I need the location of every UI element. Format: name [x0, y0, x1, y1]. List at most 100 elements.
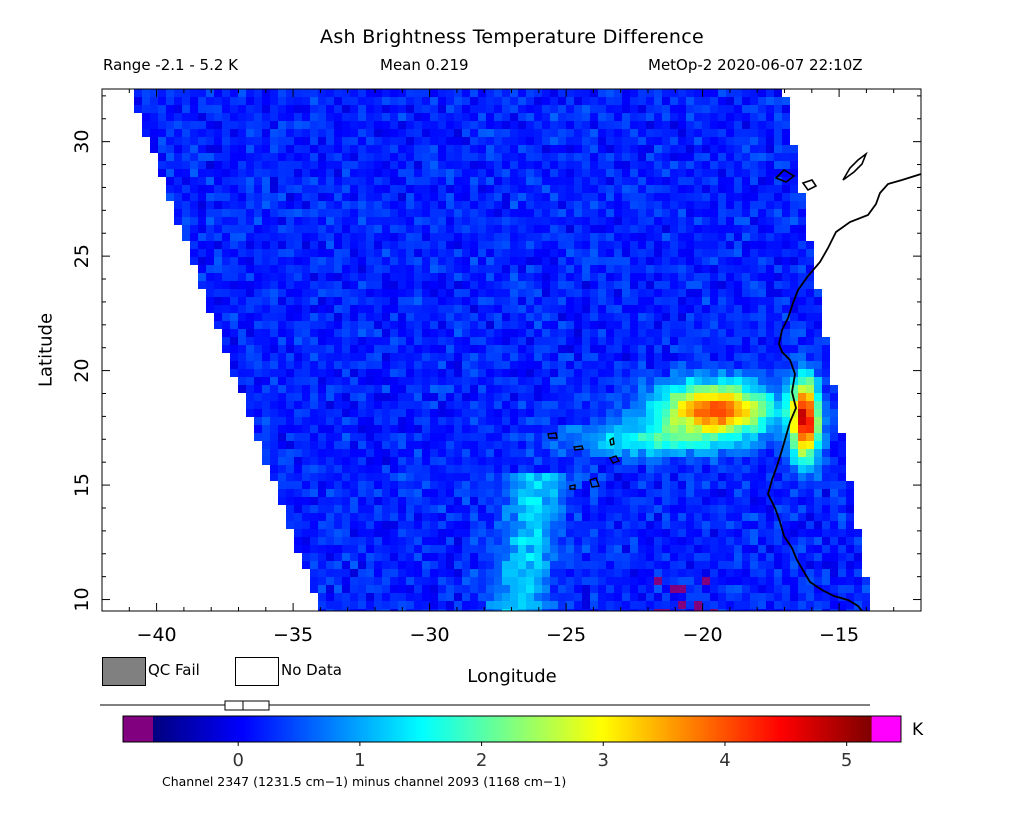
heatmap-cell — [270, 129, 278, 137]
heatmap-cell — [334, 585, 342, 593]
heatmap-cell — [310, 313, 318, 321]
heatmap-cell — [646, 505, 654, 513]
heatmap-cell — [446, 249, 454, 257]
heatmap-cell — [438, 561, 446, 569]
heatmap-cell — [494, 353, 502, 361]
heatmap-cell — [702, 529, 710, 537]
heatmap-cell — [478, 593, 486, 601]
heatmap-cell — [790, 449, 798, 457]
heatmap-cell — [398, 601, 406, 609]
heatmap-cell — [558, 417, 566, 425]
heatmap-cell — [590, 569, 598, 577]
heatmap-cell — [654, 481, 662, 489]
heatmap-cell — [686, 489, 694, 497]
heatmap-cell — [406, 121, 414, 129]
heatmap-cell — [190, 129, 198, 137]
heatmap-cell — [798, 273, 806, 281]
heatmap-cell — [654, 593, 662, 601]
heatmap-cell — [678, 281, 686, 289]
heatmap-cell — [774, 177, 782, 185]
heatmap-cell — [414, 89, 422, 97]
heatmap-cell — [806, 401, 814, 409]
heatmap-cell — [622, 225, 630, 233]
heatmap-cell — [414, 561, 422, 569]
heatmap-cell — [534, 497, 542, 505]
heatmap-cell — [630, 385, 638, 393]
heatmap-cell — [430, 553, 438, 561]
heatmap-cell — [846, 505, 854, 513]
heatmap-cell — [606, 281, 614, 289]
heatmap-cell — [718, 465, 726, 473]
heatmap-cell — [582, 129, 590, 137]
heatmap-cell — [774, 337, 782, 345]
heatmap-cell — [790, 265, 798, 273]
heatmap-cell — [462, 297, 470, 305]
heatmap-cell — [174, 89, 182, 97]
heatmap-cell — [502, 257, 510, 265]
heatmap-cell — [478, 369, 486, 377]
heatmap-cell — [526, 545, 534, 553]
heatmap-cell — [790, 161, 798, 169]
heatmap-cell — [230, 281, 238, 289]
heatmap-cell — [614, 449, 622, 457]
heatmap-cell — [350, 153, 358, 161]
heatmap-cell — [486, 137, 494, 145]
heatmap-cell — [406, 193, 414, 201]
heatmap-cell — [534, 169, 542, 177]
heatmap-cell — [334, 449, 342, 457]
heatmap-cell — [206, 249, 214, 257]
heatmap-cell — [270, 233, 278, 241]
heatmap-cell — [382, 257, 390, 265]
heatmap-cell — [638, 377, 646, 385]
heatmap-cell — [286, 281, 294, 289]
heatmap-cell — [534, 121, 542, 129]
heatmap-cell — [454, 561, 462, 569]
heatmap-cell — [782, 209, 790, 217]
heatmap-cell — [702, 409, 710, 417]
heatmap-cell — [550, 97, 558, 105]
heatmap-cell — [694, 353, 702, 361]
heatmap-cell — [342, 281, 350, 289]
heatmap-cell — [334, 497, 342, 505]
heatmap-cell — [358, 385, 366, 393]
heatmap-cell — [438, 121, 446, 129]
heatmap-cell — [542, 537, 550, 545]
heatmap-cell — [286, 97, 294, 105]
heatmap-cell — [734, 449, 742, 457]
heatmap-cell — [694, 369, 702, 377]
heatmap-cell — [406, 129, 414, 137]
heatmap-cell — [350, 377, 358, 385]
heatmap-cell — [630, 401, 638, 409]
heatmap-cell — [702, 121, 710, 129]
heatmap-cell — [214, 169, 222, 177]
heatmap-cell — [342, 561, 350, 569]
heatmap-cell — [774, 353, 782, 361]
heatmap-cell — [582, 177, 590, 185]
heatmap-cell — [734, 161, 742, 169]
heatmap-cell — [438, 537, 446, 545]
heatmap-cell — [174, 129, 182, 137]
heatmap-cell — [742, 121, 750, 129]
heatmap-cell — [798, 385, 806, 393]
heatmap-cell — [350, 105, 358, 113]
heatmap-cell — [462, 569, 470, 577]
heatmap-cell — [678, 129, 686, 137]
heatmap-cell — [766, 217, 774, 225]
heatmap-cell — [398, 401, 406, 409]
heatmap-cell — [766, 273, 774, 281]
heatmap-cell — [702, 217, 710, 225]
heatmap-cell — [630, 121, 638, 129]
heatmap-cell — [318, 281, 326, 289]
heatmap-cell — [414, 377, 422, 385]
heatmap-cell — [326, 257, 334, 265]
heatmap-cell — [782, 249, 790, 257]
heatmap-cell — [590, 97, 598, 105]
heatmap-cell — [230, 313, 238, 321]
heatmap-cell — [750, 241, 758, 249]
heatmap-cell — [790, 545, 798, 553]
heatmap-cell — [310, 561, 318, 569]
heatmap-cell — [286, 497, 294, 505]
heatmap-cell — [694, 433, 702, 441]
heatmap-cell — [582, 105, 590, 113]
heatmap-cell — [686, 217, 694, 225]
